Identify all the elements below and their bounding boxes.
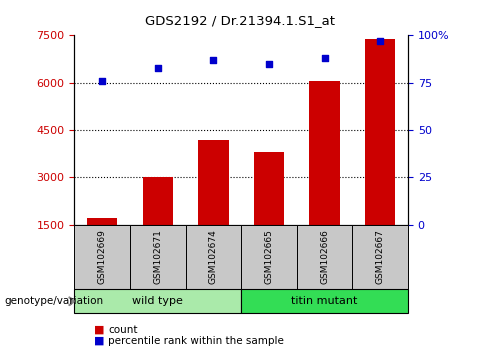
Text: GSM102671: GSM102671 xyxy=(153,229,162,284)
Text: GSM102669: GSM102669 xyxy=(98,229,107,284)
Bar xyxy=(254,152,284,225)
Point xyxy=(321,55,328,61)
Bar xyxy=(365,39,396,225)
Point xyxy=(265,61,273,67)
Bar xyxy=(309,81,340,225)
Text: count: count xyxy=(108,325,137,335)
Text: titin mutant: titin mutant xyxy=(291,296,358,306)
Text: ■: ■ xyxy=(94,325,104,335)
Bar xyxy=(74,289,241,313)
Bar xyxy=(352,225,408,289)
Bar xyxy=(297,225,352,289)
Bar xyxy=(186,225,241,289)
Point xyxy=(154,65,162,70)
Text: genotype/variation: genotype/variation xyxy=(5,296,104,306)
Text: GDS2192 / Dr.21394.1.S1_at: GDS2192 / Dr.21394.1.S1_at xyxy=(145,14,335,27)
Text: percentile rank within the sample: percentile rank within the sample xyxy=(108,336,284,346)
Point xyxy=(376,38,384,44)
Bar xyxy=(87,218,118,225)
Point xyxy=(210,57,217,63)
Text: ■: ■ xyxy=(94,336,104,346)
Bar xyxy=(198,139,228,225)
Bar xyxy=(241,225,297,289)
Point xyxy=(98,78,106,84)
Bar xyxy=(74,225,130,289)
Bar xyxy=(143,177,173,225)
Text: wild type: wild type xyxy=(132,296,183,306)
Text: GSM102667: GSM102667 xyxy=(376,229,384,284)
Bar xyxy=(241,289,408,313)
Text: GSM102674: GSM102674 xyxy=(209,229,218,284)
FancyArrow shape xyxy=(69,297,75,306)
Bar xyxy=(130,225,186,289)
Text: GSM102666: GSM102666 xyxy=(320,229,329,284)
Text: GSM102665: GSM102665 xyxy=(264,229,274,284)
